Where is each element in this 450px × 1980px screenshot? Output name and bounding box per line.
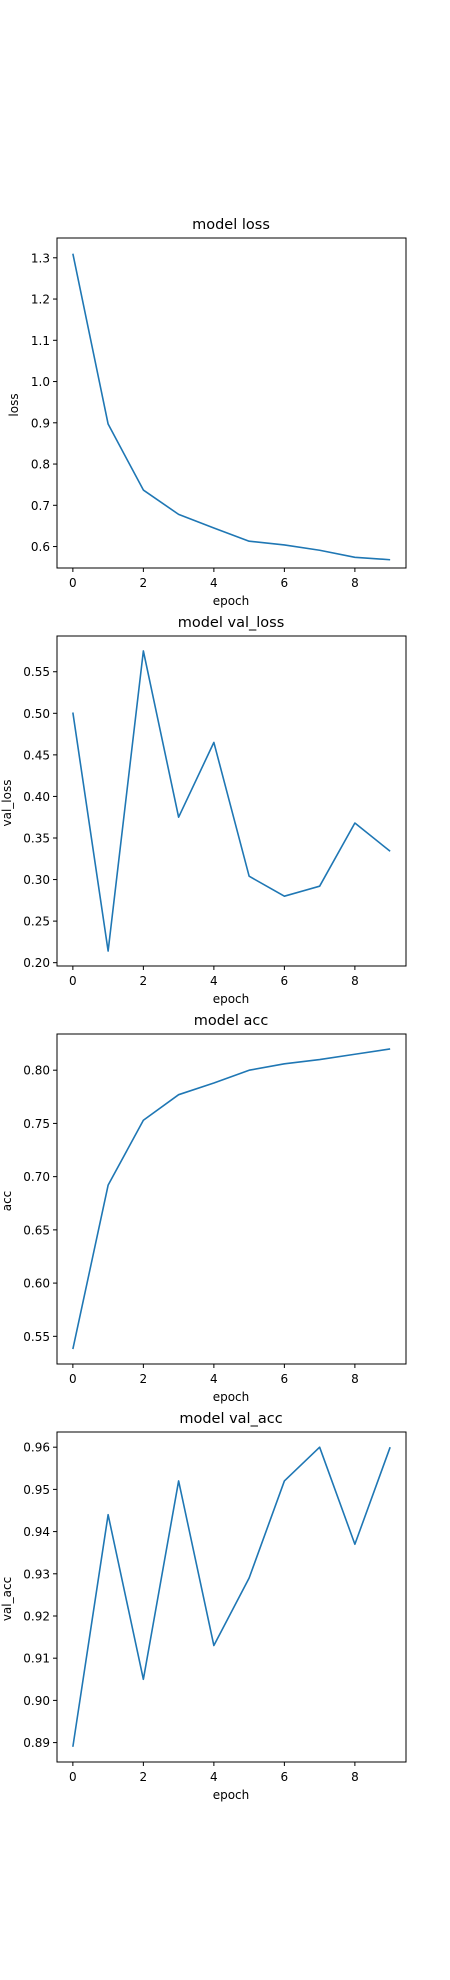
x-tick-label: 8: [351, 1770, 359, 1784]
x-tick-label: 6: [281, 1770, 289, 1784]
y-tick-label: 0.25: [23, 915, 50, 929]
plot-frame: [56, 237, 407, 569]
series-line: [72, 650, 391, 952]
y-tick-label: 0.93: [23, 1567, 50, 1581]
y-tick-label: 0.50: [23, 707, 50, 721]
plot-frame: [56, 635, 407, 967]
y-tick-label: 0.7: [31, 499, 50, 513]
x-tick-label: 0: [69, 576, 77, 590]
chart-title: model loss: [192, 217, 270, 233]
y-tick-label: 1.2: [31, 293, 50, 307]
y-tick-label: 0.20: [23, 956, 50, 970]
y-tick-label: 0.6: [31, 540, 50, 554]
series-line: [72, 1048, 391, 1350]
y-axis-label: loss: [7, 393, 21, 416]
x-tick-label: 2: [140, 1770, 148, 1784]
x-tick-label: 6: [281, 576, 289, 590]
x-tick-label: 4: [210, 1770, 218, 1784]
y-tick-label: 0.94: [23, 1525, 50, 1539]
x-tick-label: 8: [351, 974, 359, 988]
x-tick-label: 4: [210, 974, 218, 988]
x-tick-label: 8: [351, 576, 359, 590]
y-tick-label: 0.90: [23, 1694, 50, 1708]
chart-model-val-loss: model val_loss epoch val_loss 0 2 4 6 8 0.20 0…: [0, 615, 407, 1006]
chart-model-val-acc: model val_acc epoch val_acc 0 2 4 6 8 0.89 0.9…: [0, 1411, 407, 1802]
series-line: [72, 1446, 391, 1747]
y-tick-label: 0.40: [23, 790, 50, 804]
y-tick-label: 0.75: [23, 1117, 50, 1131]
x-tick-label: 4: [210, 1372, 218, 1386]
chart-title: model val_loss: [178, 615, 285, 631]
y-tick-label: 0.30: [23, 873, 50, 887]
y-tick-label: 0.8: [31, 458, 50, 472]
y-tick-label: 0.80: [23, 1064, 50, 1078]
x-axis-label: epoch: [213, 1788, 250, 1802]
x-tick-label: 6: [281, 1372, 289, 1386]
x-tick-label: 2: [140, 974, 148, 988]
x-axis-label: epoch: [213, 594, 250, 608]
y-tick-label: 0.35: [23, 831, 50, 845]
y-tick-label: 0.96: [23, 1441, 50, 1455]
x-axis-label: epoch: [213, 992, 250, 1006]
x-tick-label: 8: [351, 1372, 359, 1386]
y-tick-label: 0.89: [23, 1736, 50, 1750]
y-axis-label: val_loss: [0, 780, 14, 827]
x-tick-label: 2: [140, 576, 148, 590]
series-line: [72, 253, 391, 561]
y-tick-label: 1.0: [31, 375, 50, 389]
y-tick-label: 0.55: [23, 665, 50, 679]
y-tick-label: 0.92: [23, 1609, 50, 1623]
y-tick-label: 0.95: [23, 1483, 50, 1497]
y-axis-label: val_acc: [0, 1577, 14, 1621]
y-tick-label: 0.55: [23, 1330, 50, 1344]
y-tick-label: 0.91: [23, 1652, 50, 1666]
x-tick-label: 6: [281, 974, 289, 988]
chart-title: model val_acc: [179, 1411, 282, 1427]
chart-model-acc: model acc epoch acc 0 2 4 6 8 0.55 0.60 0.65 0.7…: [0, 1013, 407, 1404]
plot-frame: [56, 1431, 407, 1763]
chart-title: model acc: [194, 1013, 269, 1029]
x-tick-label: 0: [69, 974, 77, 988]
x-tick-label: 4: [210, 576, 218, 590]
x-tick-label: 0: [69, 1770, 77, 1784]
y-tick-label: 0.60: [23, 1277, 50, 1291]
x-tick-label: 2: [140, 1372, 148, 1386]
y-axis-label: acc: [0, 1191, 14, 1212]
y-tick-label: 0.70: [23, 1170, 50, 1184]
y-tick-label: 1.3: [31, 251, 50, 265]
x-tick-label: 0: [69, 1372, 77, 1386]
x-axis-label: epoch: [213, 1390, 250, 1404]
plot-frame: [56, 1033, 407, 1365]
y-tick-label: 0.45: [23, 748, 50, 762]
y-tick-label: 1.1: [31, 334, 50, 348]
y-tick-label: 0.9: [31, 416, 50, 430]
y-tick-label: 0.65: [23, 1223, 50, 1237]
chart-model-loss: model loss epoch loss 0 2 4 6 8 0.6 0.7 0.8 0.9 1…: [7, 217, 407, 608]
